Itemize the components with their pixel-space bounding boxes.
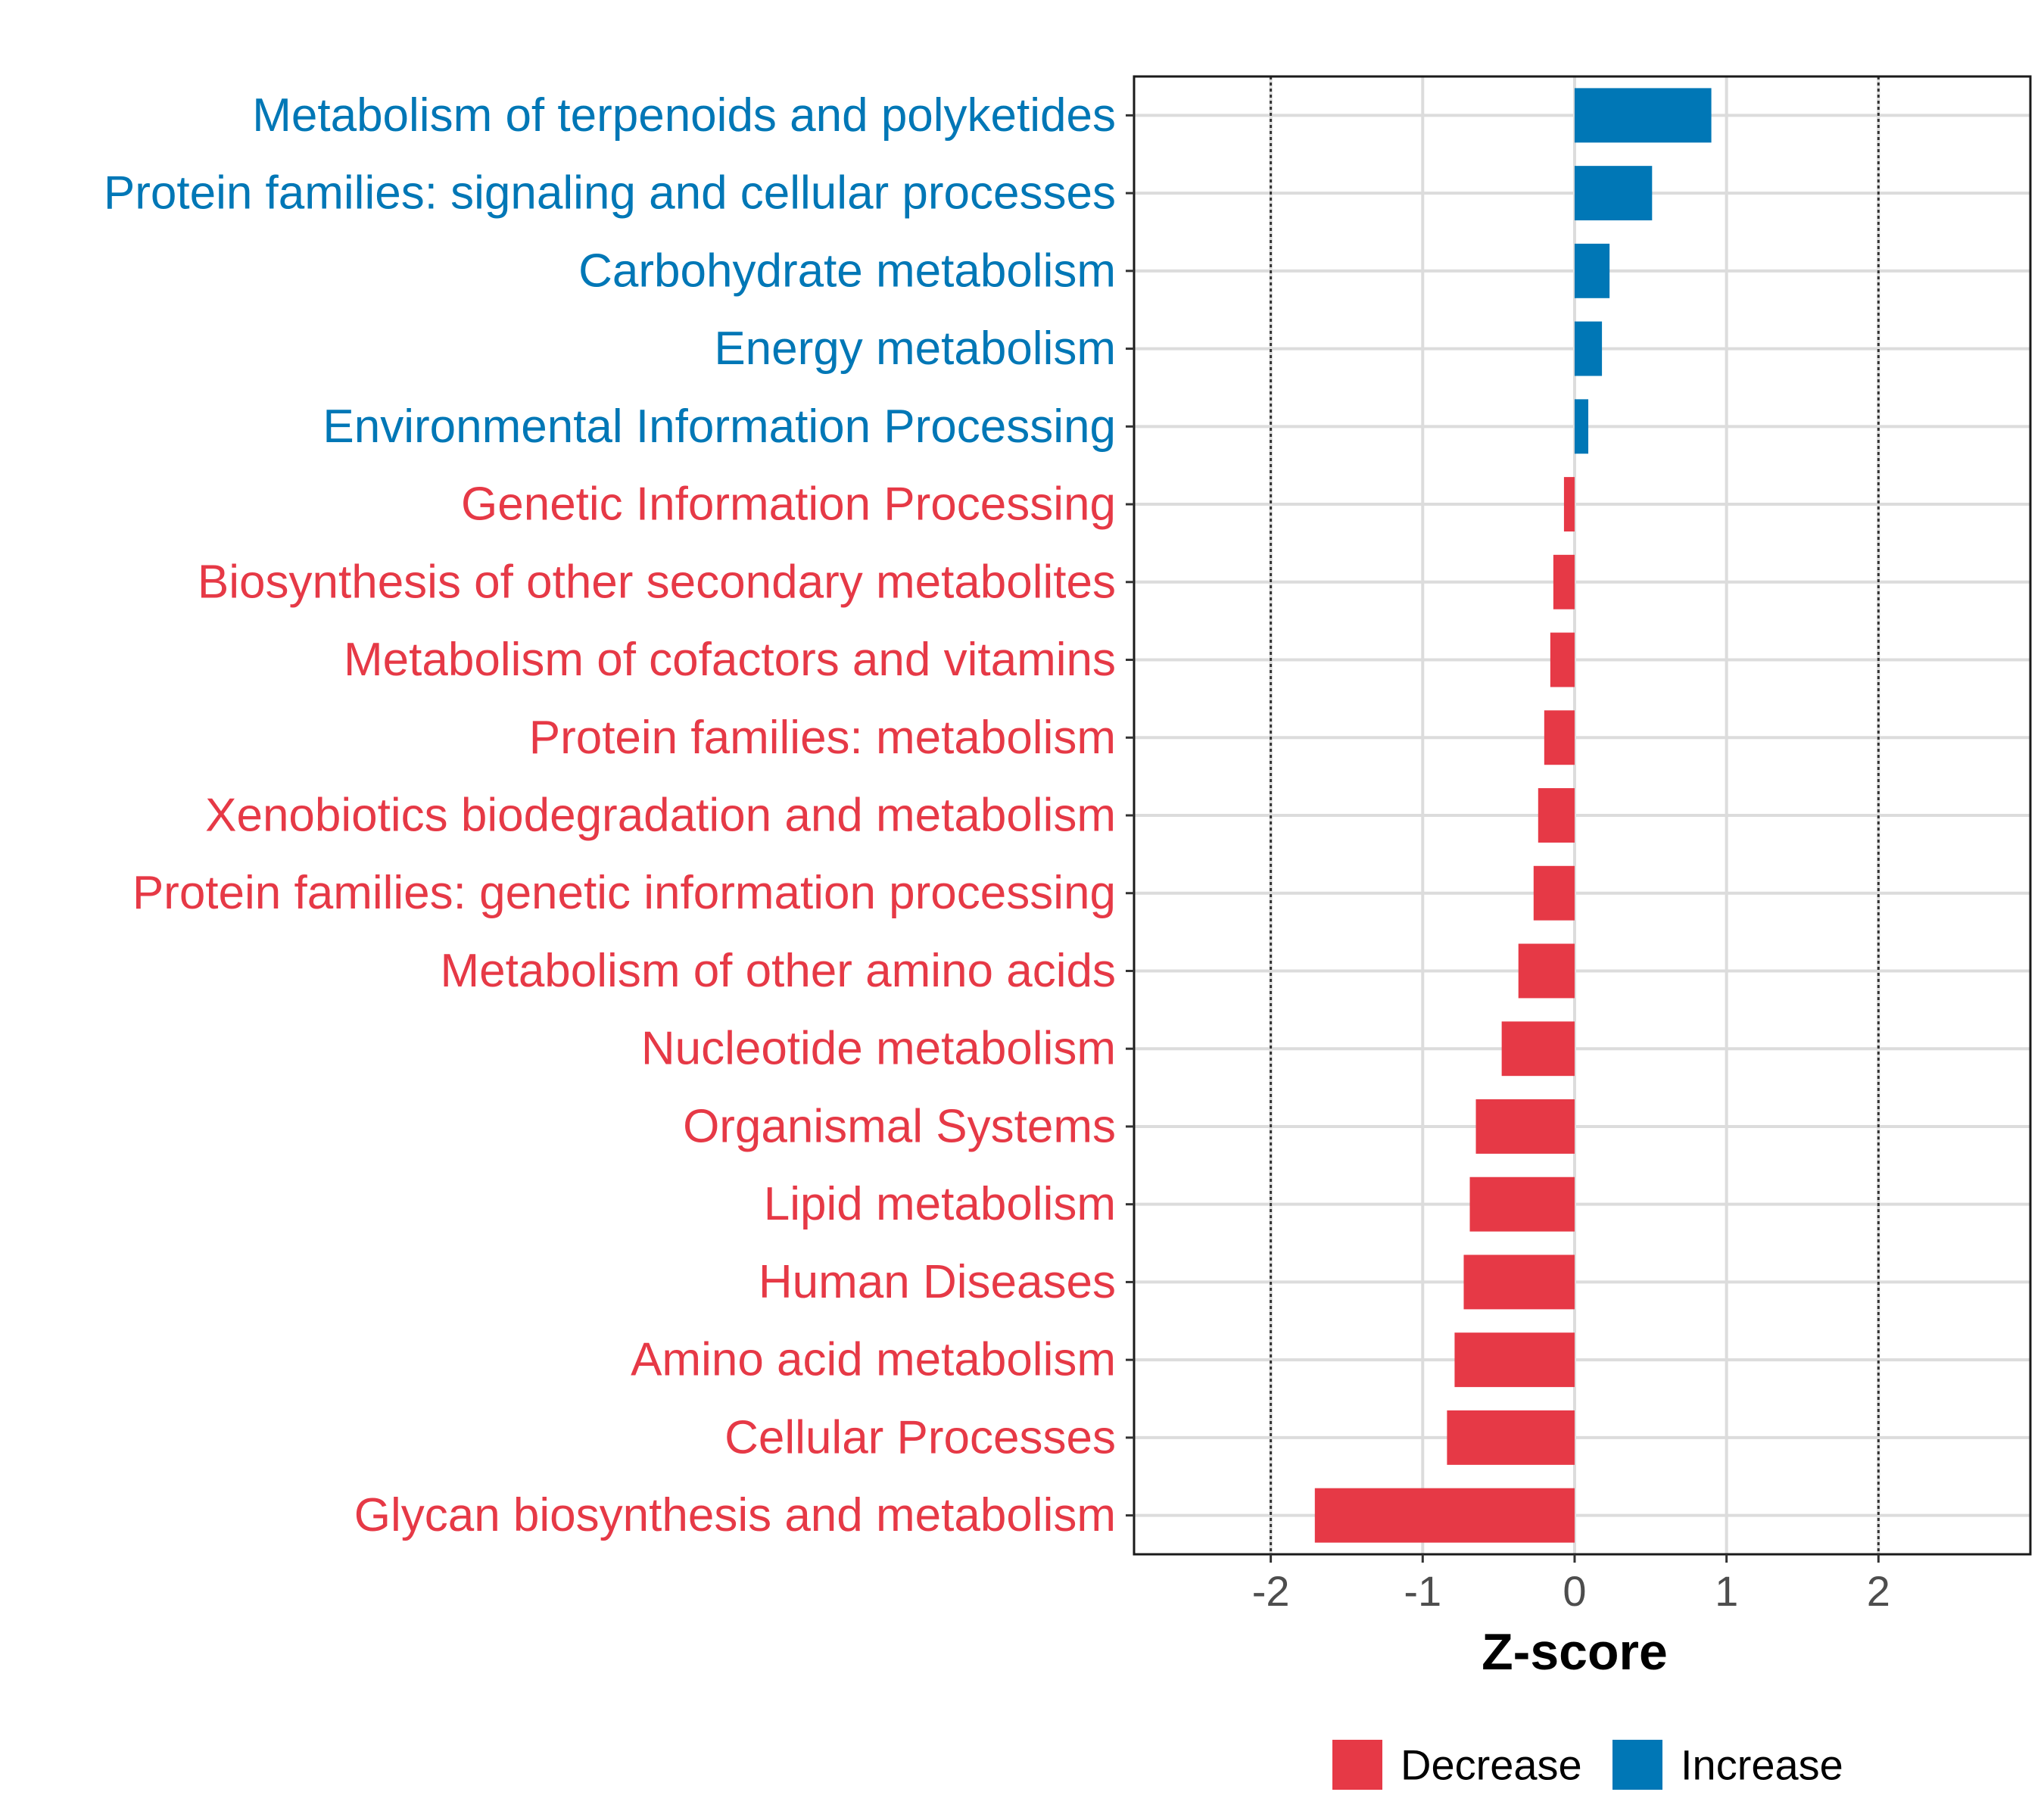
bar <box>1574 166 1653 221</box>
category-label: Metabolism of other amino acids <box>440 945 1116 997</box>
category-label: Human Diseases <box>759 1256 1116 1308</box>
category-label: Carbohydrate metabolism <box>578 245 1116 297</box>
bar <box>1475 1099 1575 1154</box>
reference-lines <box>1270 76 1880 1554</box>
category-label: Protein families: signaling and cellular… <box>104 167 1116 220</box>
bar <box>1454 1332 1575 1388</box>
legend-key <box>1612 1740 1662 1790</box>
category-label: Environmental Information Processing <box>322 400 1116 453</box>
x-axis-ticks <box>1270 1554 1880 1563</box>
legend-label: Increase <box>1681 1741 1843 1789</box>
bar <box>1563 477 1575 532</box>
legend-label: Decrease <box>1401 1741 1582 1789</box>
x-tick-label: -1 <box>1404 1567 1441 1615</box>
bar <box>1314 1488 1575 1543</box>
x-tick-label: 1 <box>1715 1567 1738 1615</box>
category-label: Lipid metabolism <box>764 1178 1116 1230</box>
category-label: Metabolism of terpenoids and polyketides <box>252 89 1116 142</box>
bar <box>1553 554 1575 609</box>
x-axis-title: Z-score <box>1482 1623 1668 1681</box>
legend-key <box>1332 1740 1382 1790</box>
x-tick-label: -2 <box>1252 1567 1290 1615</box>
bar <box>1463 1254 1575 1310</box>
y-axis-labels: Metabolism of terpenoids and polyketides… <box>104 89 1116 1541</box>
category-label: Xenobiotics biodegradation and metabolis… <box>205 790 1116 842</box>
category-label: Nucleotide metabolism <box>641 1023 1116 1075</box>
category-label: Glycan biosynthesis and metabolism <box>354 1489 1116 1541</box>
x-tick-label: 2 <box>1867 1567 1890 1615</box>
bars <box>1314 88 1712 1543</box>
bar <box>1447 1410 1575 1465</box>
category-label: Protein families: genetic information pr… <box>132 867 1116 919</box>
bar <box>1533 865 1575 921</box>
category-label: Protein families: metabolism <box>529 712 1116 764</box>
bar <box>1574 243 1610 298</box>
legend: Decrease Increase <box>1332 1740 1843 1790</box>
bar <box>1501 1021 1575 1077</box>
bar <box>1544 710 1575 765</box>
x-axis-tick-labels: -2 -1 0 1 2 <box>1252 1567 1890 1615</box>
bar <box>1538 788 1575 843</box>
category-label: Biosynthesis of other secondary metaboli… <box>198 556 1116 608</box>
category-label: Organismal Systems <box>683 1100 1116 1152</box>
x-tick-label: 0 <box>1563 1567 1586 1615</box>
category-label: Metabolism of cofactors and vitamins <box>344 634 1116 686</box>
category-label: Amino acid metabolism <box>631 1334 1116 1386</box>
y-axis-ticks <box>1126 114 1134 1517</box>
bar <box>1518 943 1575 999</box>
bar <box>1574 321 1603 376</box>
bar <box>1574 399 1589 454</box>
bar <box>1469 1177 1575 1232</box>
category-label: Genetic Information Processing <box>461 478 1116 531</box>
category-label: Energy metabolism <box>714 323 1116 375</box>
category-label: Cellular Processes <box>724 1411 1116 1463</box>
bar <box>1574 88 1712 143</box>
bar <box>1550 632 1575 687</box>
